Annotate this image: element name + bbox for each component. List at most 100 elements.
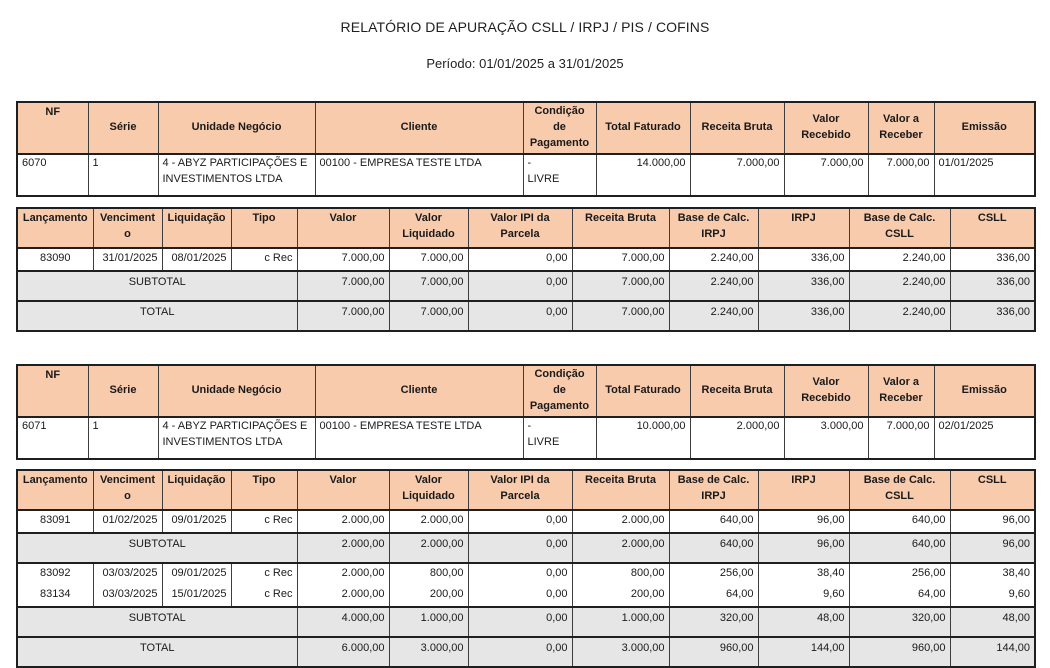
column-header-base-calc-csll: Base de Calc. CSLL	[848, 469, 951, 511]
cell-valor-ipi: 0,00	[467, 247, 573, 271]
cell-irpj: 336,00	[757, 299, 850, 332]
cell-liquidacao: 08/01/2025	[161, 247, 232, 271]
column-header-receita-bruta: Receita Bruta	[571, 469, 670, 511]
cell-valor: 7.000,00	[296, 269, 390, 302]
cell-irpj: 96,00	[757, 509, 850, 533]
cell-valor: 7.000,00	[296, 299, 390, 332]
cell-total-faturado: 10.000,00	[595, 416, 691, 460]
column-header-valor: Valor	[296, 207, 390, 249]
cell-vencimento: 31/01/2025	[92, 247, 163, 271]
cell-receita-bruta: 7.000,00	[571, 247, 670, 271]
column-header-valor-liquidado: Valor Liquidado	[388, 207, 469, 249]
subtotal-label: SUBTOTAL	[16, 269, 298, 302]
cell-receita-bruta: 7.000,00	[689, 153, 785, 197]
cell-total-faturado: 14.000,00	[595, 153, 691, 197]
cell-valor-liquidado: 3.000,00	[388, 635, 469, 668]
total-label: TOTAL	[16, 635, 298, 668]
column-header-tipo: Tipo	[230, 469, 298, 511]
report-page: RELATÓRIO DE APURAÇÃO CSLL / IRPJ / PIS …	[0, 19, 1050, 668]
cell-receita-bruta: 2.000,00	[689, 416, 785, 460]
column-header-cliente: Cliente	[314, 101, 524, 155]
cell-valor-ipi: 0,00	[467, 509, 573, 533]
cell-serie: 1	[87, 153, 159, 197]
column-header-valor-recebido: Valor Recebido	[783, 364, 869, 418]
cell-tipo: c Rec	[230, 562, 298, 585]
invoice-header-row: NF Série Unidade Negócio Cliente Condiçã…	[16, 364, 1036, 418]
column-header-liquidacao: Liquidação	[161, 207, 232, 249]
column-header-base-calc-irpj: Base de Calc. IRPJ	[668, 207, 759, 249]
column-header-valor-ipi-parcela: Valor IPI da Parcela	[467, 207, 573, 249]
column-header-valor-ipi-parcela: Valor IPI da Parcela	[467, 469, 573, 511]
cell-base-irpj: 320,00	[668, 605, 759, 638]
cell-lancamento: 83091	[16, 509, 94, 533]
cell-lancamento: 83092	[16, 562, 94, 585]
cell-receita-bruta: 2.000,00	[571, 509, 670, 533]
cell-base-irpj: 2.240,00	[668, 247, 759, 271]
column-header-irpj: IRPJ	[757, 469, 850, 511]
subtotal-label: SUBTOTAL	[16, 605, 298, 638]
cell-base-csll: 2.240,00	[848, 247, 951, 271]
column-header-condicao-pagamento: Condição de Pagamento	[522, 364, 597, 418]
cell-valor-ipi: 0,00	[467, 605, 573, 638]
cell-irpj: 96,00	[757, 531, 850, 564]
cell-lancamento: 83090	[16, 247, 94, 271]
cell-csll: 336,00	[949, 269, 1036, 302]
cell-receita-bruta: 200,00	[571, 584, 670, 607]
column-header-nf: NF	[16, 101, 89, 155]
cell-valor-liquidado: 1.000,00	[388, 605, 469, 638]
subtotal-row: SUBTOTAL 7.000,00 7.000,00 0,00 7.000,00…	[16, 269, 1036, 302]
cell-unidade-negocio: 4 - ABYZ PARTICIPAÇÕES E INVESTIMENTOS L…	[157, 153, 316, 197]
column-header-vencimento: Vencimento	[92, 469, 163, 511]
cell-base-irpj: 64,00	[668, 584, 759, 607]
cell-valor-ipi: 0,00	[467, 299, 573, 332]
detail-header-row: Lançamento Vencimento Liquidação Tipo Va…	[16, 469, 1036, 511]
subtotal-row: SUBTOTAL 2.000,00 2.000,00 0,00 2.000,00…	[16, 531, 1036, 564]
subtotal-label: SUBTOTAL	[16, 531, 298, 564]
cell-base-csll: 640,00	[848, 509, 951, 533]
cell-valor: 2.000,00	[296, 531, 390, 564]
cell-irpj: 336,00	[757, 269, 850, 302]
column-header-condicao-pagamento: Condição de Pagamento	[522, 101, 597, 155]
column-header-emissao: Emissão	[933, 101, 1036, 155]
invoice-header-row: NF Série Unidade Negócio Cliente Condiçã…	[16, 101, 1036, 155]
cell-base-irpj: 256,00	[668, 562, 759, 585]
total-row: TOTAL 6.000,00 3.000,00 0,00 3.000,00 96…	[16, 635, 1036, 668]
cell-valor-liquidado: 7.000,00	[388, 299, 469, 332]
invoice-row: 6070 1 4 - ABYZ PARTICIPAÇÕES E INVESTIM…	[16, 153, 1036, 197]
cell-valor: 6.000,00	[296, 635, 390, 668]
cell-valor-recebido: 3.000,00	[783, 416, 869, 460]
column-header-liquidacao: Liquidação	[161, 469, 232, 511]
detail-row: 83134 03/03/2025 15/01/2025 c Rec 2.000,…	[16, 584, 1036, 607]
cell-tipo: c Rec	[230, 584, 298, 607]
column-header-receita-bruta: Receita Bruta	[571, 207, 670, 249]
column-header-emissao: Emissão	[933, 364, 1036, 418]
report-period: Período: 01/01/2025 a 31/01/2025	[426, 56, 624, 71]
cell-irpj: 9,60	[757, 584, 850, 607]
cell-base-csll: 64,00	[848, 584, 951, 607]
cell-valor: 2.000,00	[296, 562, 390, 585]
column-header-serie: Série	[87, 364, 159, 418]
cell-valor-ipi: 0,00	[467, 269, 573, 302]
cell-lancamento: 83134	[16, 584, 94, 607]
column-header-unidade-negocio: Unidade Negócio	[157, 364, 316, 418]
cell-emissao: 02/01/2025	[933, 416, 1036, 460]
cell-valor-liquidado: 2.000,00	[388, 531, 469, 564]
cell-vencimento: 03/03/2025	[92, 584, 163, 607]
cell-vencimento: 03/03/2025	[92, 562, 163, 585]
column-header-total-faturado: Total Faturado	[595, 101, 691, 155]
cell-receita-bruta: 3.000,00	[571, 635, 670, 668]
column-header-valor-a-receber: Valor a Receber	[867, 101, 935, 155]
cell-liquidacao: 15/01/2025	[161, 584, 232, 607]
cell-base-csll: 640,00	[848, 531, 951, 564]
total-label: TOTAL	[16, 299, 298, 332]
invoice-table-1: NF Série Unidade Negócio Cliente Condiçã…	[16, 101, 1036, 197]
cell-receita-bruta: 1.000,00	[571, 605, 670, 638]
cell-csll: 38,40	[949, 562, 1036, 585]
column-header-base-calc-irpj: Base de Calc. IRPJ	[668, 469, 759, 511]
subtotal-row: SUBTOTAL 4.000,00 1.000,00 0,00 1.000,00…	[16, 605, 1036, 638]
detail-row: 83092 03/03/2025 09/01/2025 c Rec 2.000,…	[16, 562, 1036, 585]
cell-receita-bruta: 2.000,00	[571, 531, 670, 564]
report-title: RELATÓRIO DE APURAÇÃO CSLL / IRPJ / PIS …	[340, 19, 710, 35]
cell-valor-a-receber: 7.000,00	[867, 416, 935, 460]
detail-row: 83091 01/02/2025 09/01/2025 c Rec 2.000,…	[16, 509, 1036, 533]
